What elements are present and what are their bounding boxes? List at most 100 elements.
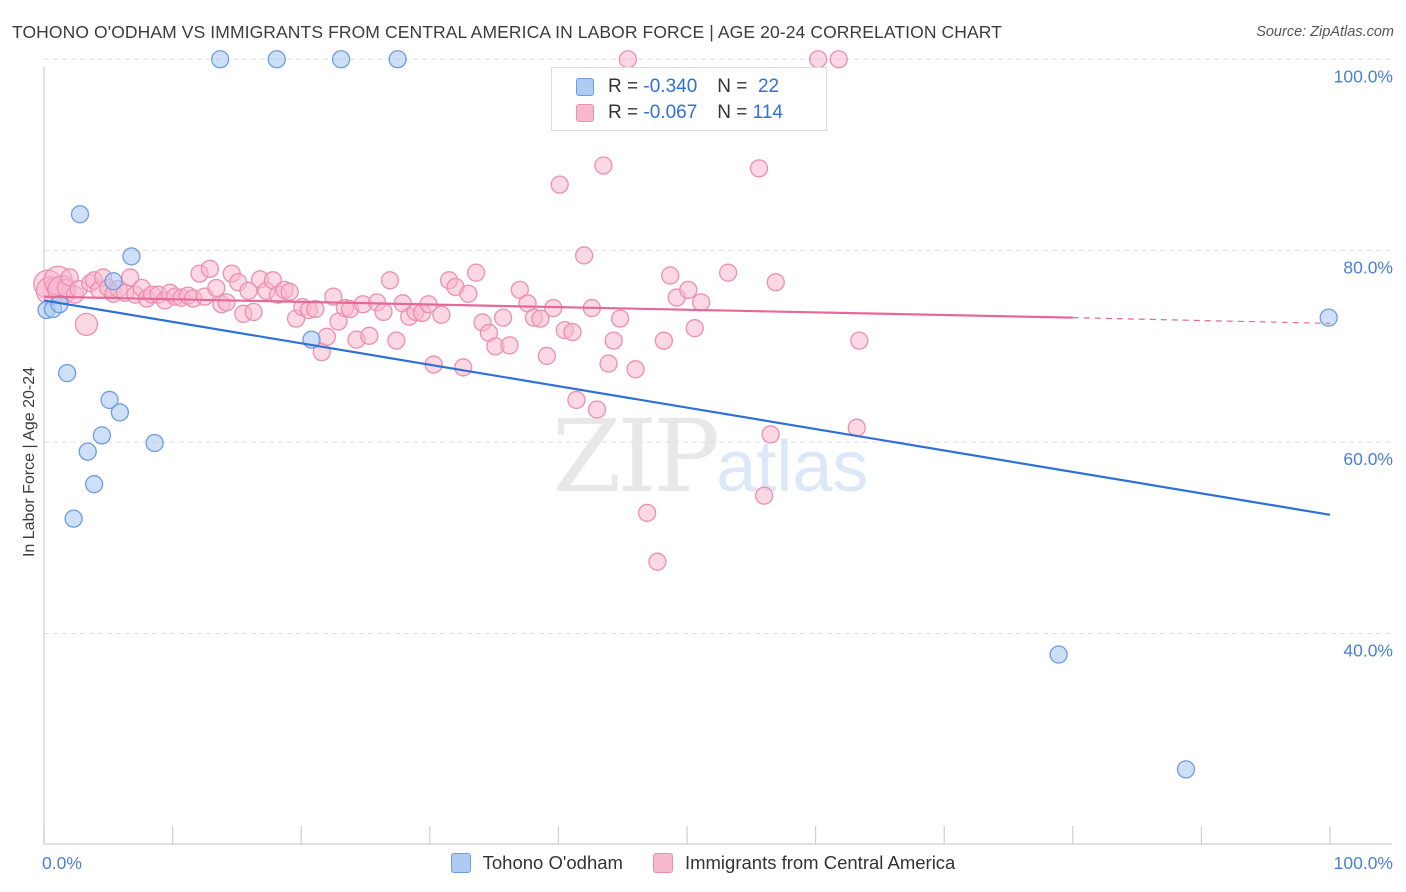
legend-swatch-pink	[652, 853, 673, 873]
immigrants-point	[809, 50, 828, 69]
legend-label-immigrants: Immigrants from Central America	[684, 852, 956, 873]
immigrants-point	[719, 263, 738, 282]
immigrants-point	[761, 425, 780, 444]
legend-label-tohono: Tohono O'odham	[482, 852, 623, 873]
legend-r-value: -0.340	[643, 76, 698, 97]
legend-r-label: R =	[608, 102, 639, 123]
immigrants-point	[766, 273, 785, 292]
series-legend: Tohono O'odham Immigrants from Central A…	[0, 852, 1406, 874]
tohono-point	[64, 509, 83, 528]
gridlines	[44, 58, 1392, 634]
immigrants-point	[387, 331, 406, 350]
immigrants-point	[207, 278, 226, 298]
immigrants-point	[691, 293, 711, 312]
immigrants-point	[850, 331, 869, 350]
immigrants-point	[550, 175, 569, 194]
immigrants-point	[239, 281, 258, 301]
tohono-point	[85, 475, 104, 494]
legend-row-immigrants: R = -0.067 N = 114	[576, 101, 783, 125]
tohono-trend-line	[43, 299, 1331, 516]
immigrants-point	[563, 322, 582, 342]
immigrants-point	[493, 308, 513, 327]
immigrants-trend-extension	[1072, 317, 1331, 324]
x-tick-label-min: 0.0%	[42, 853, 82, 873]
legend-swatch-blue	[450, 853, 471, 873]
immigrants-point	[648, 552, 667, 571]
tohono-point	[1176, 760, 1196, 779]
legend-item-immigrants[interactable]: Immigrants from Central America	[652, 852, 956, 874]
immigrants-point	[360, 326, 379, 345]
tohono-point	[57, 364, 77, 383]
axis-labels: 40.0% 60.0% 80.0% 100.0% 0.0% 100.0% In Labor …	[21, 66, 1393, 873]
chart-title: TOHONO O'ODHAM VS IMMIGRANTS FROM CENTRA…	[12, 22, 1002, 42]
immigrants-point	[454, 358, 473, 377]
y-axis-title: In Labor Force | Age 20-24	[21, 367, 38, 557]
tohono-point	[104, 272, 123, 291]
immigrants-point	[432, 305, 451, 324]
immigrants-point	[749, 159, 769, 178]
immigrants-point	[594, 156, 613, 175]
series-immigrants-points	[33, 50, 869, 571]
immigrants-point	[317, 327, 337, 346]
immigrants-point	[587, 400, 607, 419]
tohono-point	[388, 50, 407, 69]
immigrants-point	[599, 354, 618, 373]
immigrants-point	[500, 336, 519, 355]
immigrants-point	[244, 302, 263, 322]
tohono-point	[1049, 645, 1068, 664]
legend-n-label: N =	[717, 76, 748, 97]
immigrants-point	[306, 299, 325, 319]
immigrants-point	[829, 50, 848, 69]
tohono-point	[211, 50, 230, 69]
immigrants-point	[217, 293, 236, 312]
legend-r-value: -0.067	[643, 102, 698, 123]
watermark-zip: ZIP	[552, 398, 720, 515]
immigrants-point	[847, 418, 866, 437]
trend-lines	[43, 295, 1331, 516]
tohono-point	[122, 247, 141, 266]
tohono-point	[78, 442, 97, 461]
legend-n-value: 114	[752, 102, 783, 123]
y-tick-label: 60.0%	[1343, 449, 1393, 469]
x-tick-label-max: 100.0%	[1334, 853, 1393, 873]
immigrants-point	[661, 266, 680, 285]
immigrants-point	[637, 503, 657, 523]
y-tick-label: 40.0%	[1343, 640, 1393, 660]
tohono-point	[145, 433, 164, 453]
immigrants-point	[74, 312, 99, 336]
immigrants-point	[679, 280, 698, 300]
y-tick-label: 80.0%	[1343, 258, 1393, 278]
immigrants-point	[380, 271, 400, 290]
tohono-point	[100, 390, 119, 410]
legend-r-label: R =	[608, 76, 639, 97]
immigrants-point	[200, 259, 220, 278]
tohono-point	[92, 426, 112, 445]
watermark-atlas: atlas	[716, 427, 869, 507]
legend-n-value: 22	[757, 76, 780, 97]
immigrants-point	[567, 390, 586, 410]
legend-row-tohono: R = -0.340 N = 22	[576, 75, 779, 99]
immigrants-point	[574, 246, 594, 265]
legend-swatch-pink	[576, 104, 594, 122]
immigrants-point	[531, 309, 550, 328]
immigrants-point	[685, 319, 704, 338]
immigrants-point	[755, 486, 774, 505]
tohono-point	[70, 205, 90, 224]
immigrants-point	[374, 302, 393, 322]
immigrants-point	[466, 263, 486, 282]
immigrants-point	[280, 282, 299, 301]
tohono-point	[110, 403, 130, 422]
legend-swatch-blue	[576, 78, 594, 96]
immigrants-point	[537, 346, 556, 366]
series-tohono-points	[37, 50, 1338, 779]
legend-n-label: N =	[717, 102, 748, 123]
tohono-point	[267, 50, 286, 69]
legend-item-tohono[interactable]: Tohono O'odham	[450, 852, 623, 874]
immigrants-point	[654, 331, 674, 350]
y-tick-label: 100.0%	[1334, 66, 1393, 86]
source-credit: Source: ZipAtlas.com	[1256, 24, 1394, 40]
watermark: ZIPatlas	[552, 398, 868, 515]
immigrants-point	[626, 360, 645, 379]
tohono-point	[1319, 308, 1338, 327]
